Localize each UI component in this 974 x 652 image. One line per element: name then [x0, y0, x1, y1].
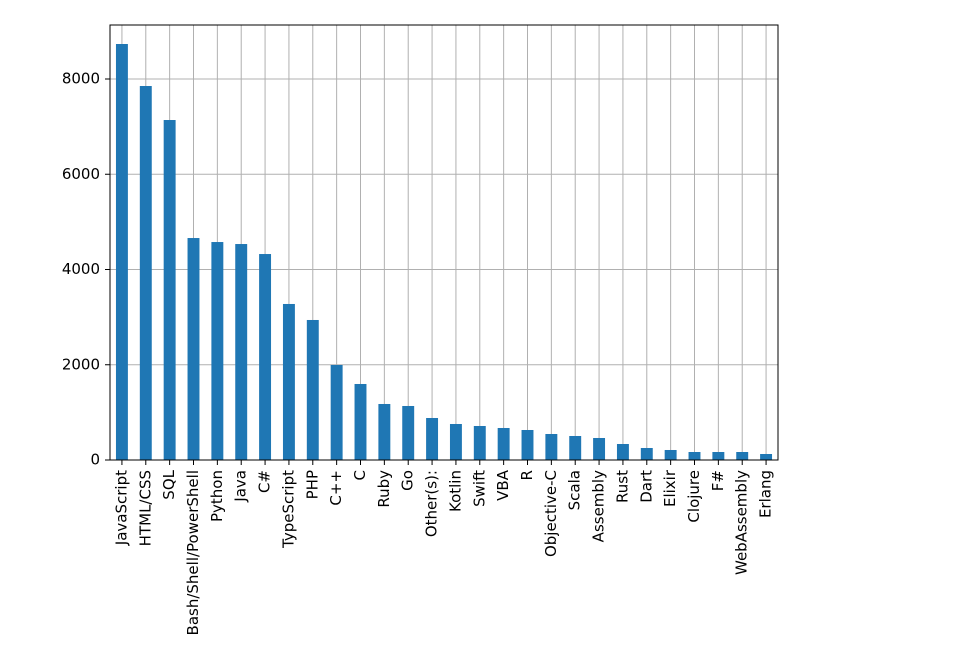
x-tick-label: C#	[256, 470, 274, 493]
x-tick-label: Java	[232, 470, 250, 503]
y-tick-label: 0	[90, 451, 100, 469]
x-tick-label: Rust	[613, 470, 631, 503]
bar	[569, 435, 582, 460]
x-tick-label: WebAssembly	[733, 470, 751, 575]
x-tick-label: Scala	[566, 470, 584, 510]
bar	[497, 427, 510, 460]
bar	[282, 303, 295, 460]
bar	[378, 403, 391, 460]
x-tick-label: PHP	[303, 470, 321, 499]
plot-frame	[109, 24, 779, 461]
x-tick-label: Go	[399, 470, 417, 491]
bar	[688, 451, 701, 460]
bar	[306, 319, 319, 460]
x-tick-label: C	[351, 470, 369, 480]
x-tick-label: TypeScript	[279, 470, 297, 549]
x-tick-label: Ruby	[375, 470, 393, 508]
bar	[187, 238, 200, 460]
bar	[664, 449, 677, 460]
bar	[545, 433, 558, 460]
x-tick-label: Kotlin	[446, 470, 464, 512]
x-tick-label: R	[518, 470, 536, 480]
x-tick-label: SQL	[160, 469, 178, 499]
bar	[426, 417, 439, 460]
x-tick-label: Python	[208, 470, 226, 522]
bar	[163, 120, 176, 460]
bar	[211, 242, 224, 460]
bar	[449, 423, 462, 460]
bar	[139, 86, 152, 460]
bar	[259, 254, 272, 460]
bar	[593, 437, 606, 460]
x-tick-label: Clojure	[685, 470, 703, 523]
bar	[736, 451, 749, 460]
bar	[402, 405, 415, 460]
bar	[616, 443, 629, 460]
bar	[354, 383, 367, 460]
x-tick-label: Erlang	[757, 470, 775, 518]
x-tick-label: HTML/CSS	[136, 470, 154, 546]
x-tick-label: Objective-C	[542, 470, 560, 557]
x-tick-label: VBA	[494, 469, 512, 501]
x-tick-label: Assembly	[590, 470, 608, 542]
x-tick-label: F#	[709, 470, 727, 491]
bar	[235, 244, 248, 460]
x-tick-label: C++	[327, 470, 345, 506]
y-tick-label: 2000	[62, 355, 100, 373]
y-tick-label: 4000	[62, 260, 100, 278]
bar	[760, 453, 773, 460]
x-tick-label: JavaScript	[112, 470, 130, 546]
x-tick-label: Dart	[637, 470, 655, 503]
bar	[640, 447, 653, 460]
y-tick-label: 6000	[62, 165, 100, 183]
y-tick-label: 8000	[62, 70, 100, 88]
x-tick-label: Bash/Shell/PowerShell	[184, 470, 202, 635]
x-tick-label: Elixir	[661, 469, 679, 507]
bar	[330, 364, 343, 460]
bar	[521, 429, 534, 460]
bar	[712, 451, 725, 460]
bar	[473, 425, 486, 460]
x-tick-label: Swift	[470, 470, 488, 507]
x-tick-label: Other(s):	[423, 470, 441, 537]
bar	[115, 44, 128, 461]
